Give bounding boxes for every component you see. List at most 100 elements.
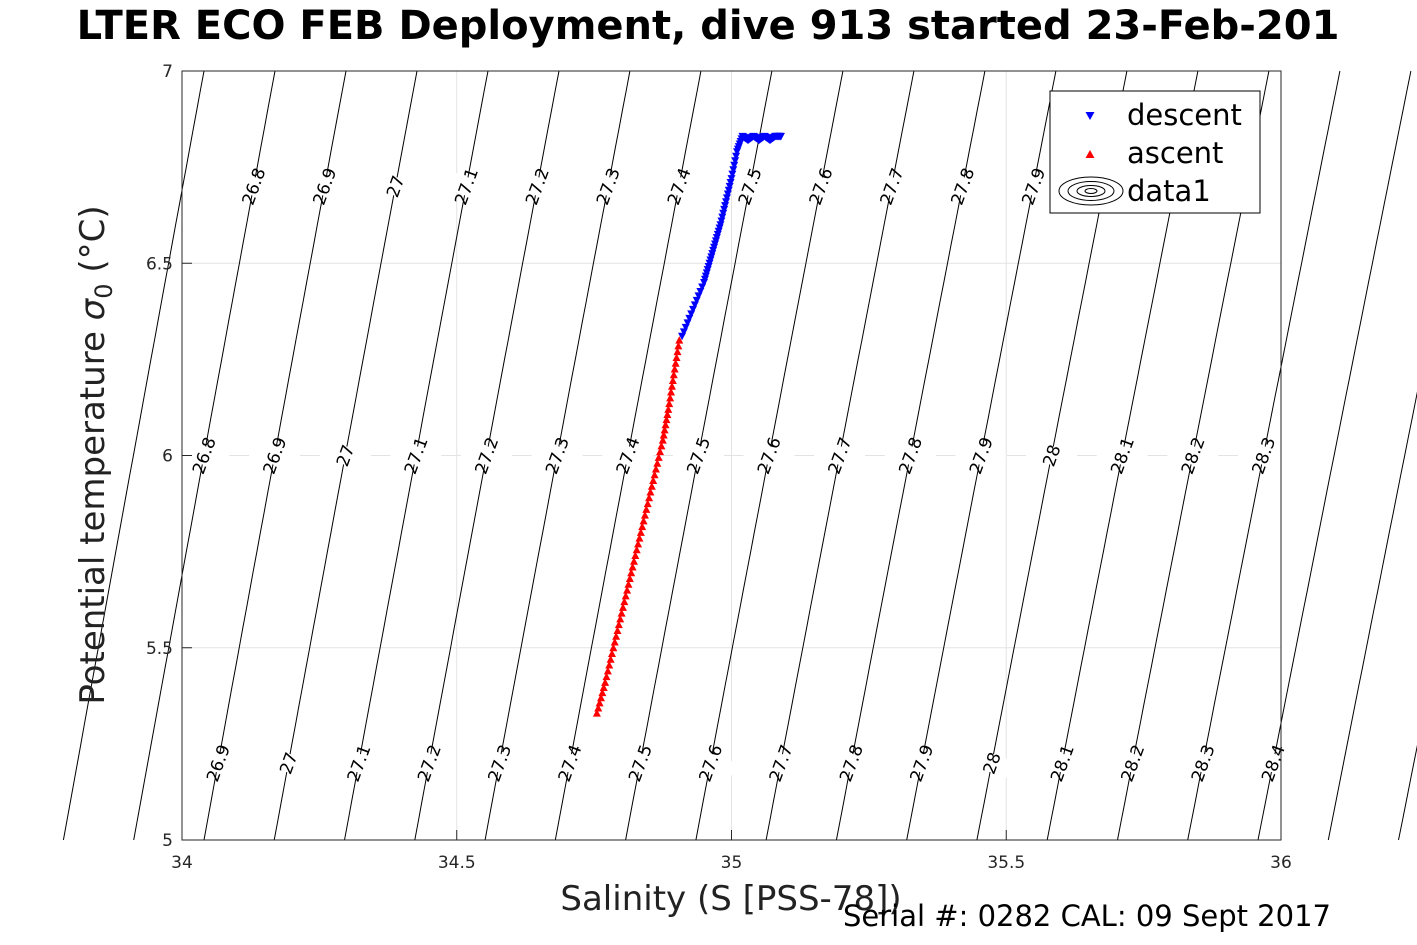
y-tick-label: 7	[162, 62, 173, 82]
contour-label-bg	[544, 746, 596, 780]
contour-label-bg	[1237, 438, 1290, 473]
descent-marker	[720, 205, 729, 214]
legend-contour-icon	[1058, 176, 1124, 206]
contour-label-bg	[1007, 169, 1059, 204]
ascent-marker	[592, 709, 601, 717]
y-tick-label: 5	[162, 831, 173, 851]
y-axis-label-unit: (°C)	[73, 205, 114, 273]
contour-label-bg	[319, 438, 371, 473]
ascent-marker	[598, 688, 607, 697]
contour-label-bg	[227, 169, 280, 204]
y-tick-label: 6.5	[146, 254, 173, 274]
ascent-marker	[657, 441, 666, 450]
contour-label-bg	[936, 169, 989, 204]
ascent-marker	[610, 637, 619, 646]
contour-label-bg	[955, 438, 1007, 473]
contour-label-bg	[178, 438, 230, 473]
contour-label-bg	[1025, 438, 1078, 473]
ascent-marker	[656, 447, 665, 456]
legend: descent ascent data1	[1049, 90, 1261, 214]
x-tick-label: 35.5	[987, 853, 1025, 873]
ascent-marker	[645, 493, 654, 502]
descent-marker	[726, 179, 735, 187]
ascent-marker	[650, 470, 659, 479]
descent-marker	[716, 221, 725, 229]
ascent-marker	[666, 393, 675, 402]
descent-marker	[722, 194, 731, 202]
ascent-marker	[675, 336, 684, 344]
ascent-marker	[653, 459, 662, 467]
contour-label-bg	[1106, 746, 1159, 780]
density-contour	[62, 70, 205, 841]
x-tick-label: 34	[171, 853, 193, 873]
ascent-marker	[643, 499, 652, 508]
contour-label-bg	[192, 746, 244, 780]
descent-marker	[727, 175, 736, 183]
ascent-marker	[670, 364, 679, 373]
ascent-marker	[605, 661, 614, 669]
x-tick-label: 34.5	[438, 853, 476, 873]
descent-marker	[722, 198, 731, 206]
descent-marker	[723, 190, 732, 199]
ascent-marker	[671, 359, 680, 367]
ascent-marker	[616, 614, 625, 623]
ascent-marker	[627, 568, 636, 577]
ascent-marker	[594, 703, 603, 712]
descent-marker	[719, 209, 728, 218]
ascent-marker	[601, 678, 610, 686]
ascent-marker	[599, 683, 608, 691]
ascent-marker	[664, 405, 673, 413]
ascent-marker	[596, 693, 605, 702]
ascent-marker	[651, 464, 660, 473]
y-axis-label-symbol: σ	[73, 298, 114, 321]
contour-label-bg	[672, 438, 725, 473]
ascent-marker	[654, 453, 663, 461]
contour-label-bg	[1177, 746, 1229, 780]
ascent-marker	[625, 574, 634, 583]
contour-label-bg	[865, 169, 918, 204]
descent-marker	[725, 182, 734, 191]
y-axis-label: Potential temperature σ0 (°C)	[73, 205, 118, 705]
legend-descent-label: descent	[1127, 98, 1242, 132]
y-axis-label-text: Potential temperature	[73, 331, 114, 705]
contour-label-bg	[966, 746, 1018, 780]
ascent-marker	[638, 522, 647, 531]
ascent-marker	[659, 430, 668, 439]
descent-marker	[731, 157, 740, 165]
y-axis-ticks: 5 5.5 6 6.5 7	[146, 62, 192, 851]
contour-label-bg	[724, 169, 776, 204]
ascent-marker	[595, 698, 604, 707]
ascent-marker	[661, 420, 670, 429]
ascent-marker	[634, 539, 643, 548]
contour-label-bg	[440, 169, 492, 204]
ascent-marker	[662, 415, 671, 424]
legend-data1-label: data1	[1127, 174, 1211, 208]
contour-label-bg	[653, 169, 705, 204]
ascent-marker	[631, 551, 640, 559]
chart-title: LTER ECO FEB Deployment, dive 913 starte…	[76, 3, 1340, 49]
contour-label-bg	[755, 746, 807, 780]
contour-label-bg	[1247, 746, 1299, 780]
legend-box	[1049, 90, 1261, 214]
ascent-marker	[617, 609, 626, 617]
ascent-marker	[636, 528, 645, 536]
y-tick-label: 5.5	[146, 639, 173, 659]
contour-label-bg	[602, 438, 654, 473]
contour-label-bg	[403, 746, 455, 780]
ascent-marker	[665, 399, 674, 408]
x-tick-label: 35	[721, 853, 743, 873]
contour-label-bg	[511, 169, 563, 204]
contour-label-bg	[369, 169, 422, 204]
ascent-marker	[635, 534, 644, 542]
contour-label-bg	[1036, 746, 1088, 780]
ascent-marker	[621, 591, 630, 600]
ascent-marker	[618, 603, 627, 611]
ascent-marker	[620, 597, 629, 606]
y-tick-label: 6	[162, 447, 173, 467]
contour-label-bg	[582, 169, 634, 204]
ascent-marker	[669, 370, 678, 379]
ascent-marker	[624, 580, 633, 588]
descent-marker	[728, 170, 737, 179]
contour-label-bg	[825, 746, 877, 780]
